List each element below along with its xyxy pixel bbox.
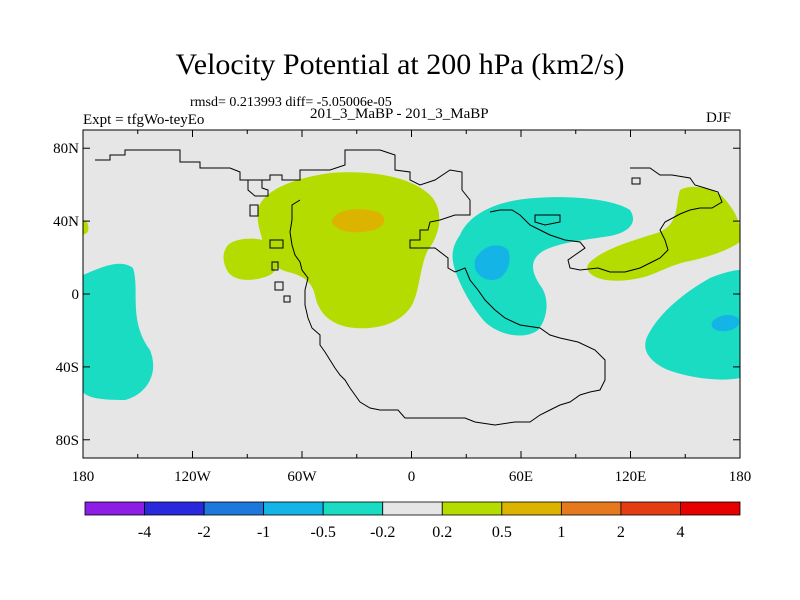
colorbar-label: 0.5 [492, 524, 512, 541]
coastline-western-continent [95, 149, 606, 426]
coastlines [95, 149, 723, 426]
stats-text: rmsd= 0.213993 diff= -5.05006e-05 [190, 95, 392, 110]
region-southeast-pacific-negative [83, 263, 154, 400]
colorbar-swatch [680, 501, 741, 516]
y-tick-label: 40N [53, 214, 79, 230]
colorbar-label: 4 [676, 524, 684, 541]
colorbar-swatch [382, 501, 443, 516]
colorbar-swatch [322, 501, 384, 516]
colorbar-swatch [620, 501, 681, 516]
chart-title: Velocity Potential at 200 hPa (km2/s) [175, 48, 625, 81]
coastline-island-5 [274, 281, 284, 291]
coastline-island-2 [249, 204, 259, 217]
colorbar-swatch [84, 501, 145, 516]
colorbar-label: -0.5 [311, 524, 336, 541]
subtitle: 201_3_MaBP - 201_3_MaBP [310, 106, 489, 122]
x-tick-label: 60W [287, 469, 317, 485]
coastline-island-6 [283, 295, 291, 303]
y-tick-label: 40S [56, 360, 79, 376]
colorbar-label: -2 [197, 524, 210, 541]
colorbar-label: -4 [138, 524, 151, 541]
region-india-negative-core [474, 245, 510, 280]
x-tick-label: 180 [729, 469, 752, 485]
y-tick-label: 0 [72, 287, 80, 303]
colorbar-label: 1 [557, 524, 565, 541]
coastline-island-8 [631, 177, 641, 185]
colorbar-label: -0.2 [370, 524, 395, 541]
x-axis-ticks: 180 120W 60W 0 60E 120E 180 [72, 130, 752, 485]
colorbar-swatch [501, 501, 562, 516]
region-india-negative [452, 197, 634, 336]
contour-fields [83, 149, 740, 426]
region-north-atlantic-positive [257, 172, 440, 329]
colorbar-swatch [263, 501, 324, 516]
colorbar-swatch [144, 501, 205, 516]
region-dateline-positive-sliver [83, 220, 89, 235]
colorbar-swatch [560, 501, 622, 516]
y-tick-label: 80N [53, 141, 79, 157]
colorbar-label: 0.2 [432, 524, 452, 541]
x-tick-label: 120E [615, 469, 647, 485]
x-tick-label: 180 [72, 469, 95, 485]
region-southwest-pacific-negative [645, 270, 740, 380]
y-tick-label: 80S [56, 433, 79, 449]
season-label: DJF [706, 110, 732, 126]
x-tick-label: 120W [174, 469, 212, 485]
x-tick-label: 60E [509, 469, 533, 485]
colorbar: -4 -2 -1 -0.5 -0.2 0.2 0.5 1 2 4 [84, 501, 741, 541]
region-southwest-pacific-negative-core [711, 314, 740, 332]
region-north-atlantic-positive-core [331, 209, 385, 233]
coastline-island-1 [247, 179, 269, 197]
experiment-label: Expt = tfgWo-teyEo [83, 112, 205, 128]
y-axis-ticks: 80N 40N 0 40S 80S [53, 141, 740, 449]
coastline-island-4 [271, 261, 279, 271]
colorbar-label: 2 [617, 524, 625, 541]
colorbar-swatch [441, 501, 503, 516]
x-tick-label: 0 [408, 469, 416, 485]
region-east-asia-positive [587, 186, 740, 281]
coastline-eastern-continent [489, 167, 723, 273]
colorbar-swatch [203, 501, 265, 516]
coastline-island-3 [269, 239, 284, 249]
coastline-island-7 [534, 214, 561, 226]
colorbar-label: -1 [257, 524, 270, 541]
